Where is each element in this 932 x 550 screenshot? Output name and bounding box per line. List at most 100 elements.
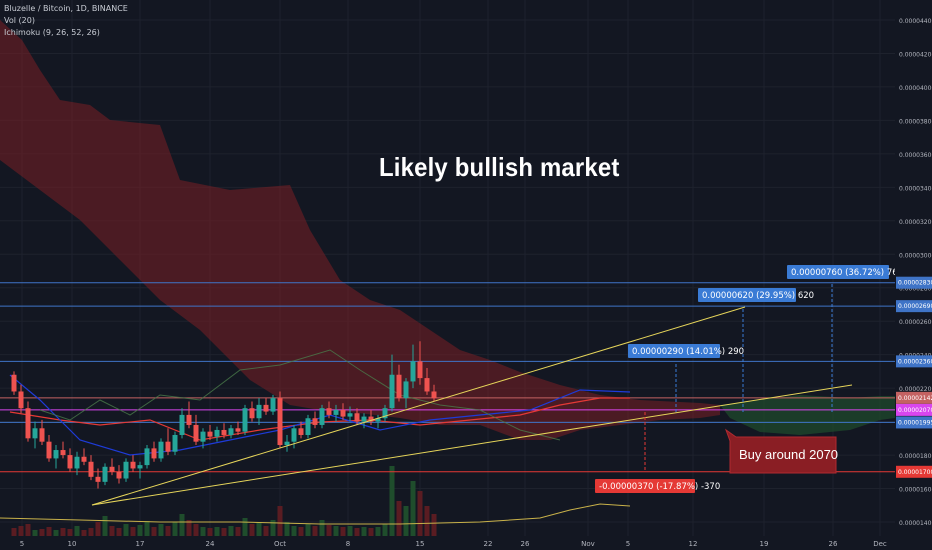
candle-body: [410, 361, 416, 382]
candle-body: [389, 374, 395, 409]
trendlines: [91, 306, 853, 506]
ichimoku-cloud: [0, 20, 895, 440]
volume-bar: [368, 528, 374, 536]
cloud-bearish: [0, 20, 720, 440]
candle-body: [81, 456, 87, 462]
volume-bar: [305, 524, 311, 536]
time-tick-label: 26: [829, 540, 838, 548]
time-tick-label: 22: [484, 540, 493, 548]
volume-bar: [207, 528, 213, 536]
volume-bar: [228, 526, 234, 536]
candle-body: [25, 408, 31, 439]
volume-bar: [130, 527, 136, 536]
candle-body: [319, 408, 325, 425]
candle-body: [165, 441, 171, 452]
price-tick-label: 0.00001600: [899, 487, 932, 494]
candle-body: [158, 441, 164, 459]
level-axis-label: 0.00002142: [898, 395, 932, 402]
volume-bar: [214, 527, 220, 536]
candle-body: [179, 414, 185, 435]
time-tick-label: 12: [689, 540, 698, 548]
volume-bar: [382, 524, 388, 536]
candle-body: [375, 418, 381, 422]
candle-body: [382, 408, 388, 419]
volume-bar: [172, 522, 178, 536]
volume-bar: [396, 501, 402, 536]
target-label-290: 0.00000290 (14.01%) 290: [632, 347, 744, 357]
candle-body: [431, 391, 437, 399]
level-axis-badge: [896, 465, 932, 478]
price-tick-label: 0.00004000: [899, 85, 932, 92]
volume-bar: [39, 529, 45, 536]
volume-bar: [151, 527, 157, 536]
target-label-down: -0.00000370 (-17.87%) -370: [599, 482, 720, 492]
candle-body: [235, 428, 241, 432]
candle-body: [144, 448, 150, 466]
candle-body: [39, 428, 45, 442]
candle-body: [256, 404, 262, 419]
level-axis-badge: [896, 276, 932, 289]
volume-bar: [277, 506, 283, 536]
price-tick-label: 0.00003800: [899, 118, 932, 125]
volume-bar: [25, 524, 31, 536]
candle-body: [207, 431, 213, 437]
volume-bar: [424, 506, 430, 536]
volume-bar: [431, 514, 437, 536]
kijun-line: [9, 397, 630, 441]
candle-body: [46, 441, 52, 459]
target-label-760-box: [787, 265, 889, 279]
price-axis: 0.00004400 0.00004200 0.00004000 0.00003800…: [895, 0, 932, 550]
candles: [11, 341, 437, 489]
chikou-line: [39, 349, 561, 441]
candle-body: [116, 471, 122, 479]
volume-bar: [326, 525, 332, 536]
candle-body: [172, 434, 178, 452]
volume-bar: [18, 526, 24, 536]
candle-body: [18, 391, 24, 409]
volume-bar: [221, 528, 227, 536]
volume-bar: [256, 522, 262, 536]
volume-bar: [249, 524, 255, 536]
volume-bar: [81, 530, 87, 536]
candle-body: [270, 398, 276, 412]
volume-bar: [319, 520, 325, 536]
time-tick-label: 8: [346, 540, 350, 548]
volume-bar: [102, 516, 108, 536]
volume-bar: [193, 524, 199, 536]
volume-bar: [60, 528, 66, 536]
candle-body: [95, 476, 101, 482]
projections: 0.00000290 (14.01%) 290 0.00000620 (29.95…: [595, 265, 903, 493]
target-label-620: 0.00000620 (29.95%) 620: [702, 291, 814, 301]
volume-bar: [53, 530, 59, 536]
level-axis-badge: [896, 355, 932, 368]
time-tick-label: 15: [416, 540, 425, 548]
volume-bar: [88, 528, 94, 536]
volume-indicator-label: Vol (20): [4, 16, 35, 25]
candle-body: [326, 408, 332, 415]
price-tick-label: 0.00002600: [899, 319, 932, 326]
price-tick-label: 0.00001400: [899, 520, 932, 527]
indicator-lines: [9, 349, 631, 456]
tenkan-line: [9, 374, 631, 456]
volume-bar: [417, 491, 423, 536]
volume-bar: [165, 526, 171, 536]
candle-body: [123, 461, 129, 479]
candle-body: [221, 429, 227, 435]
volume-bar: [410, 481, 416, 536]
candle-body: [403, 381, 409, 399]
candle-body: [242, 408, 248, 432]
candle-body: [340, 409, 346, 417]
volume-bars: [0, 466, 631, 536]
volume-bar: [347, 526, 353, 536]
candle-body: [67, 455, 73, 469]
volume-bar: [340, 527, 346, 536]
ichimoku-indicator-label: Ichimoku (9, 26, 52, 26): [4, 28, 100, 37]
volume-bar: [74, 526, 80, 536]
candle-body: [347, 413, 353, 417]
note-text: Buy around 2070: [739, 447, 838, 462]
volume-ma: [0, 503, 631, 525]
price-tick-label: 0.00004200: [899, 51, 932, 58]
upper-trendline: [91, 306, 746, 506]
candle-body: [354, 413, 360, 422]
